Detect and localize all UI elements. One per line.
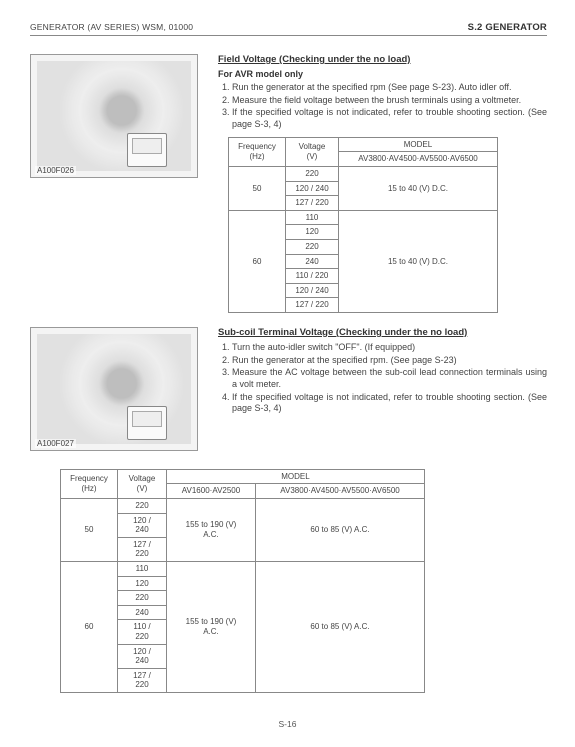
table-subcoil-wrap: Frequency(Hz) Voltage(V) MODEL AV1600·AV… bbox=[30, 465, 547, 693]
th-volt: Voltage(V) bbox=[118, 469, 167, 498]
cell: 120 bbox=[118, 576, 167, 591]
content: A100F026 Field Voltage (Checking under t… bbox=[30, 54, 547, 693]
page-header: GENERATOR (AV SERIES) WSM, 01000 S.2 GEN… bbox=[30, 22, 547, 36]
cell: 120 bbox=[286, 225, 339, 240]
cell: 110 / 220 bbox=[286, 269, 339, 284]
photo-2: A100F027 bbox=[30, 327, 198, 451]
step: Measure the field voltage between the br… bbox=[232, 95, 547, 107]
th-model: MODEL bbox=[339, 137, 498, 152]
photo-1: A100F026 bbox=[30, 54, 198, 178]
cell-freq-60: 60 bbox=[229, 210, 286, 312]
cell-freq-50: 50 bbox=[229, 166, 286, 210]
table-subcoil-voltage: Frequency(Hz) Voltage(V) MODEL AV1600·AV… bbox=[60, 469, 425, 693]
cell: 220 bbox=[118, 499, 167, 514]
section2-steps: Turn the auto-idler switch "OFF". (If eq… bbox=[218, 342, 547, 415]
step: If the specified voltage is not indicate… bbox=[232, 107, 547, 130]
section1-title: Field Voltage (Checking under the no loa… bbox=[218, 54, 547, 65]
cell-val: 15 to 40 (V) D.C. bbox=[339, 166, 498, 210]
th-freq: Frequency(Hz) bbox=[61, 469, 118, 498]
cell-freq-60: 60 bbox=[61, 562, 118, 693]
cell-val: 155 to 190 (V)A.C. bbox=[167, 562, 256, 693]
step: Run the generator at the specified rpm (… bbox=[232, 82, 547, 94]
cell: 110 bbox=[286, 210, 339, 225]
section2-title: Sub-coil Terminal Voltage (Checking unde… bbox=[218, 327, 547, 338]
header-left: GENERATOR (AV SERIES) WSM, 01000 bbox=[30, 22, 193, 33]
cell: 127 /220 bbox=[118, 668, 167, 692]
cell: 110 bbox=[118, 562, 167, 577]
cell: 220 bbox=[286, 239, 339, 254]
th-freq: Frequency(Hz) bbox=[229, 137, 286, 166]
image-column: A100F026 bbox=[30, 54, 198, 178]
section1-subtitle: For AVR model only bbox=[218, 69, 547, 79]
table-field-voltage: Frequency(Hz) Voltage(V) MODEL AV3800·AV… bbox=[228, 137, 498, 313]
image-column: A100F027 bbox=[30, 327, 198, 451]
th-volt: Voltage(V) bbox=[286, 137, 339, 166]
section-subcoil-voltage: A100F027 Sub-coil Terminal Voltage (Chec… bbox=[30, 327, 547, 451]
cell: 127 / 220 bbox=[286, 298, 339, 313]
cell: 120 / 240 bbox=[286, 283, 339, 298]
photo-1-label: A100F026 bbox=[35, 166, 76, 175]
cell: 220 bbox=[118, 591, 167, 606]
cell: 240 bbox=[286, 254, 339, 269]
text-column: Field Voltage (Checking under the no loa… bbox=[198, 54, 547, 313]
cell: 220 bbox=[286, 166, 339, 181]
cell: 120 /240 bbox=[118, 513, 167, 537]
cell: 127 / 220 bbox=[286, 196, 339, 211]
step: Measure the AC voltage between the sub-c… bbox=[232, 367, 547, 390]
step: Run the generator at the specified rpm. … bbox=[232, 355, 547, 367]
cell: 120 / 240 bbox=[286, 181, 339, 196]
cell-val: 60 to 85 (V) A.C. bbox=[256, 499, 425, 562]
th-m2: AV3800·AV4500·AV5500·AV6500 bbox=[256, 484, 425, 499]
cell-freq-50: 50 bbox=[61, 499, 118, 562]
cell: 127 /220 bbox=[118, 537, 167, 561]
cell-val: 15 to 40 (V) D.C. bbox=[339, 210, 498, 312]
step: If the specified voltage is not indicate… bbox=[232, 392, 547, 415]
section1-steps: Run the generator at the specified rpm (… bbox=[218, 82, 547, 131]
cell: 110 /220 bbox=[118, 620, 167, 644]
text-column: Sub-coil Terminal Voltage (Checking unde… bbox=[198, 327, 547, 421]
cell-val: 60 to 85 (V) A.C. bbox=[256, 562, 425, 693]
photo-2-label: A100F027 bbox=[35, 439, 76, 448]
step: Turn the auto-idler switch "OFF". (If eq… bbox=[232, 342, 547, 354]
page: GENERATOR (AV SERIES) WSM, 01000 S.2 GEN… bbox=[0, 0, 575, 747]
page-footer: S-16 bbox=[0, 719, 575, 729]
th-m1: AV1600·AV2500 bbox=[167, 484, 256, 499]
header-right: S.2 GENERATOR bbox=[468, 22, 547, 33]
th-model-sub: AV3800·AV4500·AV5500·AV6500 bbox=[339, 152, 498, 167]
cell-val: 155 to 190 (V)A.C. bbox=[167, 499, 256, 562]
cell: 120 /240 bbox=[118, 644, 167, 668]
cell: 240 bbox=[118, 605, 167, 620]
th-model: MODEL bbox=[167, 469, 425, 484]
section-field-voltage: A100F026 Field Voltage (Checking under t… bbox=[30, 54, 547, 313]
